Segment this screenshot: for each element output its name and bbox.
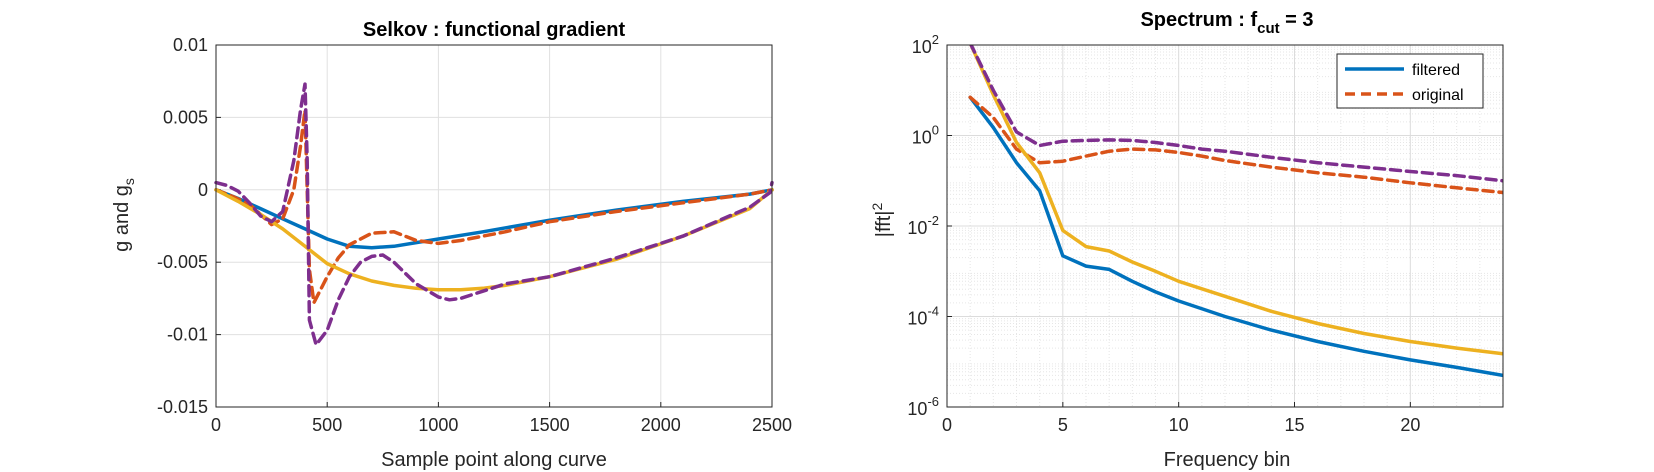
gradient-plot-ylabel: g and gs [111, 178, 137, 252]
spectrum-plot-ylabel-base: |fft| [873, 211, 895, 238]
tick-label-x: 2000 [641, 415, 681, 435]
spectrum-plot-legend: filtered original [1336, 53, 1484, 109]
gradient-plot-title: Selkov : functional gradient [363, 19, 626, 41]
gradient-plot-ticks: 0 500 1000 1500 2000 2500 -0.015 -0.01 -0.005 0 0.… [157, 35, 792, 435]
gradient-plot-ylabel-subscript: s [121, 178, 137, 185]
tick-label-x: 1000 [418, 415, 458, 435]
tick-label-y: 100 [912, 123, 939, 148]
tick-label-x: 10 [1169, 415, 1189, 435]
spectrum-plot-axes-box [946, 44, 1504, 408]
legend-label-filtered: filtered [1412, 62, 1460, 79]
series-line-1 [968, 95, 1503, 378]
gradient-plot-axes-box [215, 44, 773, 408]
tick-label-y: 10-6 [907, 394, 939, 419]
tick-label-y: 102 [912, 32, 939, 57]
series-line-2 [968, 95, 1503, 195]
spectrum-plot-title-base: Spectrum : f [1140, 9, 1257, 31]
series-line-2 [214, 108, 774, 305]
series-line-3 [969, 45, 1503, 356]
tick-label-x: 15 [1284, 415, 1304, 435]
spectrum-plot-title: Spectrum : fcut = 3 [1140, 9, 1313, 37]
series-line-4 [214, 82, 774, 347]
spectrum-plot-series [968, 45, 1503, 378]
tick-label-y: 0.005 [163, 107, 208, 127]
gradient-plot-ylabel-base: g and g [111, 185, 133, 252]
tick-label-x: 1500 [530, 415, 570, 435]
legend-box [1336, 53, 1484, 109]
tick-label-x: 5 [1058, 415, 1068, 435]
spectrum-plot-ticks: 0 5 10 15 20 10-6 10-4 10-2 100 102 [907, 32, 1420, 435]
gradient-plot: Selkov : functional gradient Sample poin… [111, 19, 792, 471]
tick-label-y: 10-4 [907, 304, 939, 329]
tick-label-x: 500 [312, 415, 342, 435]
legend-label-original: original [1412, 87, 1464, 104]
tick-label-y: -0.01 [167, 325, 208, 345]
tick-label-x: 2500 [752, 415, 792, 435]
spectrum-plot-xlabel: Frequency bin [1164, 449, 1291, 471]
tick-label-x: 0 [211, 415, 221, 435]
gradient-plot-series [214, 82, 774, 347]
tick-label-x: 20 [1400, 415, 1420, 435]
gradient-plot-xlabel: Sample point along curve [381, 449, 607, 471]
tick-label-y: 10-2 [907, 213, 939, 238]
tick-label-y: 0.01 [173, 35, 208, 55]
series-line-4 [969, 45, 1503, 183]
spectrum-plot-ylabel-superscript: 2 [869, 203, 885, 211]
spectrum-plot: Spectrum : fcut = 3 Frequency bin |fft|2… [869, 9, 1504, 471]
tick-label-x: 0 [942, 415, 952, 435]
spectrum-plot-title-subscript: cut [1257, 20, 1280, 37]
spectrum-plot-ylabel: |fft|2 [869, 203, 895, 238]
spectrum-plot-title-after: = 3 [1280, 9, 1314, 31]
tick-label-y: -0.015 [157, 397, 208, 417]
tick-label-y: -0.005 [157, 252, 208, 272]
tick-label-y: 0 [198, 180, 208, 200]
